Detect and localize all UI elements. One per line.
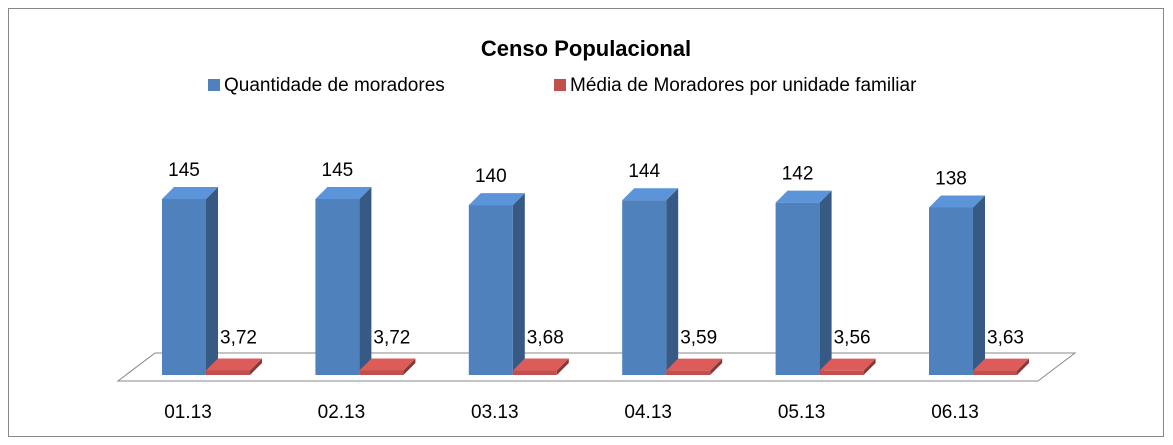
x-tick-label: 04.13 — [624, 402, 672, 423]
bar-side — [710, 358, 723, 375]
bar-top — [929, 195, 985, 208]
bar — [819, 358, 876, 375]
x-tick-label: 02.13 — [318, 402, 366, 423]
data-label: 3,72 — [220, 328, 257, 349]
bar — [468, 193, 525, 375]
bar-front — [359, 370, 404, 375]
bar-top — [162, 187, 218, 199]
data-label: 3,59 — [680, 328, 717, 349]
bar-top — [206, 358, 262, 371]
legend-swatch — [554, 79, 566, 91]
bar — [622, 188, 679, 375]
bar-side — [973, 195, 985, 375]
bar-side — [819, 190, 832, 375]
bar-side — [403, 358, 416, 375]
bar-front — [315, 199, 360, 375]
bar-front — [819, 370, 864, 375]
data-label: 3,68 — [527, 328, 564, 349]
bar-top — [512, 358, 569, 371]
bar-side — [359, 187, 372, 375]
data-label: 138 — [935, 169, 967, 190]
bar-side — [666, 188, 679, 375]
bar-top — [359, 358, 416, 371]
bar-front — [206, 370, 250, 375]
bar — [512, 358, 569, 375]
data-label: 142 — [782, 164, 814, 185]
x-tick-label: 01.13 — [164, 402, 212, 423]
data-label: 3,72 — [373, 328, 410, 349]
bar-front — [162, 199, 206, 375]
legend-swatch — [208, 79, 220, 91]
bar-front — [973, 370, 1017, 375]
bar-side — [863, 358, 876, 375]
bar — [973, 358, 1029, 375]
data-label: 140 — [475, 166, 507, 187]
bar-side — [1017, 358, 1029, 375]
bar-side — [556, 358, 569, 375]
x-tick-label: 03.13 — [471, 402, 519, 423]
bar-front — [512, 370, 557, 375]
chart-title: Censo Populacional — [481, 36, 691, 61]
bar-top — [973, 358, 1029, 371]
bar-side — [250, 358, 262, 375]
bar-front — [929, 207, 973, 375]
bar — [359, 358, 416, 375]
bar-top — [622, 188, 679, 201]
bar — [929, 195, 985, 375]
data-label: 145 — [322, 160, 354, 181]
x-tick-label: 06.13 — [931, 402, 979, 423]
bar-top — [775, 190, 832, 203]
bar-top — [666, 358, 723, 371]
bar-front — [666, 370, 711, 375]
bar — [206, 358, 262, 375]
bar-front — [622, 200, 667, 375]
bar — [666, 358, 723, 375]
bar-front — [775, 202, 820, 375]
legend-label: Quantidade de moradores — [224, 75, 445, 96]
data-label: 3,56 — [834, 328, 871, 349]
data-label: 3,63 — [987, 328, 1024, 349]
bar-top — [315, 187, 372, 199]
data-label: 144 — [628, 161, 660, 182]
bar-top — [468, 193, 525, 206]
x-tick-label: 05.13 — [778, 402, 826, 423]
legend-label: Média de Moradores por unidade familiar — [570, 75, 917, 96]
bar-front — [468, 205, 513, 375]
bar-side — [512, 193, 525, 375]
bar-side — [206, 187, 218, 375]
bar — [315, 187, 372, 375]
bar — [162, 187, 218, 375]
bar-top — [819, 358, 876, 371]
data-label: 145 — [168, 160, 200, 181]
bar — [775, 190, 832, 375]
